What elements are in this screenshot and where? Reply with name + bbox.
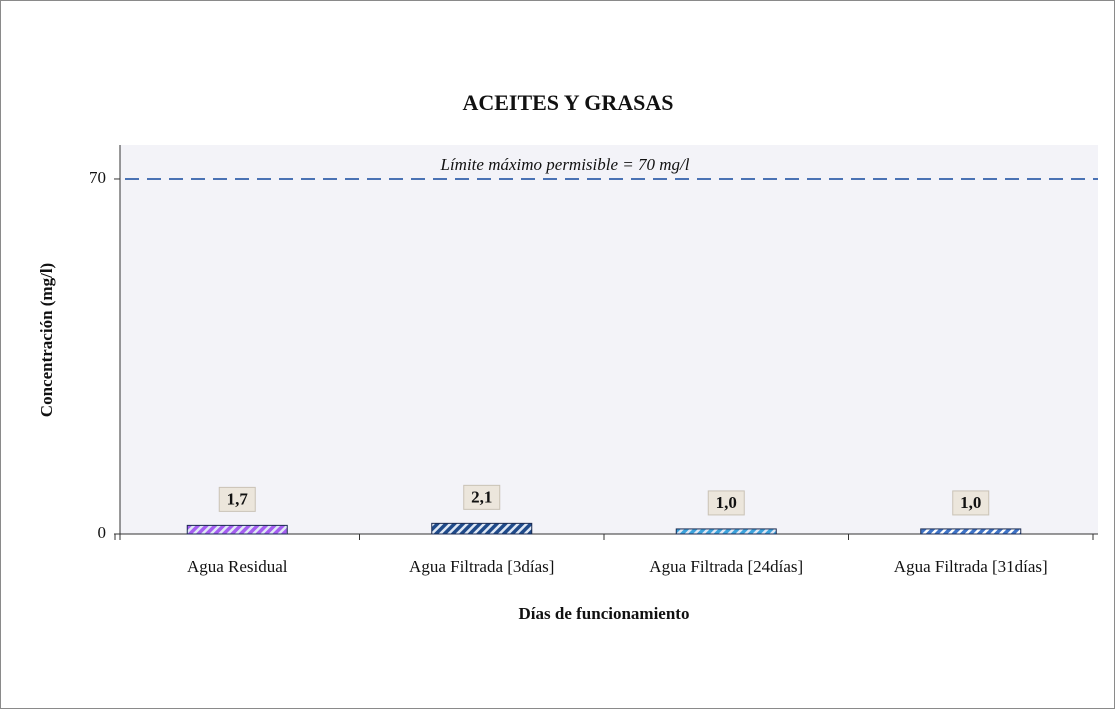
x-tick-label: Agua Filtrada [3días]: [409, 557, 554, 576]
plot-area: [120, 145, 1098, 534]
value-label-box: [218, 486, 256, 512]
x-tick-label: Agua Residual: [187, 557, 288, 576]
value-label-box: [707, 490, 745, 516]
bar: [675, 528, 777, 535]
bar: [186, 524, 288, 535]
bar: [920, 528, 1022, 535]
y-tick-label: 0: [98, 523, 107, 542]
value-label: 1,0: [960, 493, 981, 512]
value-label-box: [463, 484, 501, 510]
value-label: 1,7: [227, 489, 249, 508]
y-tick-label: 70: [89, 168, 106, 187]
x-axis-title: Días de funcionamiento: [519, 604, 690, 623]
value-label: 2,1: [471, 487, 492, 506]
x-tick-label: Agua Filtrada [24días]: [649, 557, 803, 576]
y-axis-title: Concentración (mg/l): [37, 263, 56, 417]
x-tick-label: Agua Filtrada [31días]: [894, 557, 1048, 576]
value-label-box: [952, 490, 990, 516]
value-label: 1,0: [716, 493, 737, 512]
reference-label: Límite máximo permisible = 70 mg/l: [440, 155, 690, 174]
bar: [431, 522, 533, 535]
chart-title: ACEITES Y GRASAS: [462, 90, 673, 115]
